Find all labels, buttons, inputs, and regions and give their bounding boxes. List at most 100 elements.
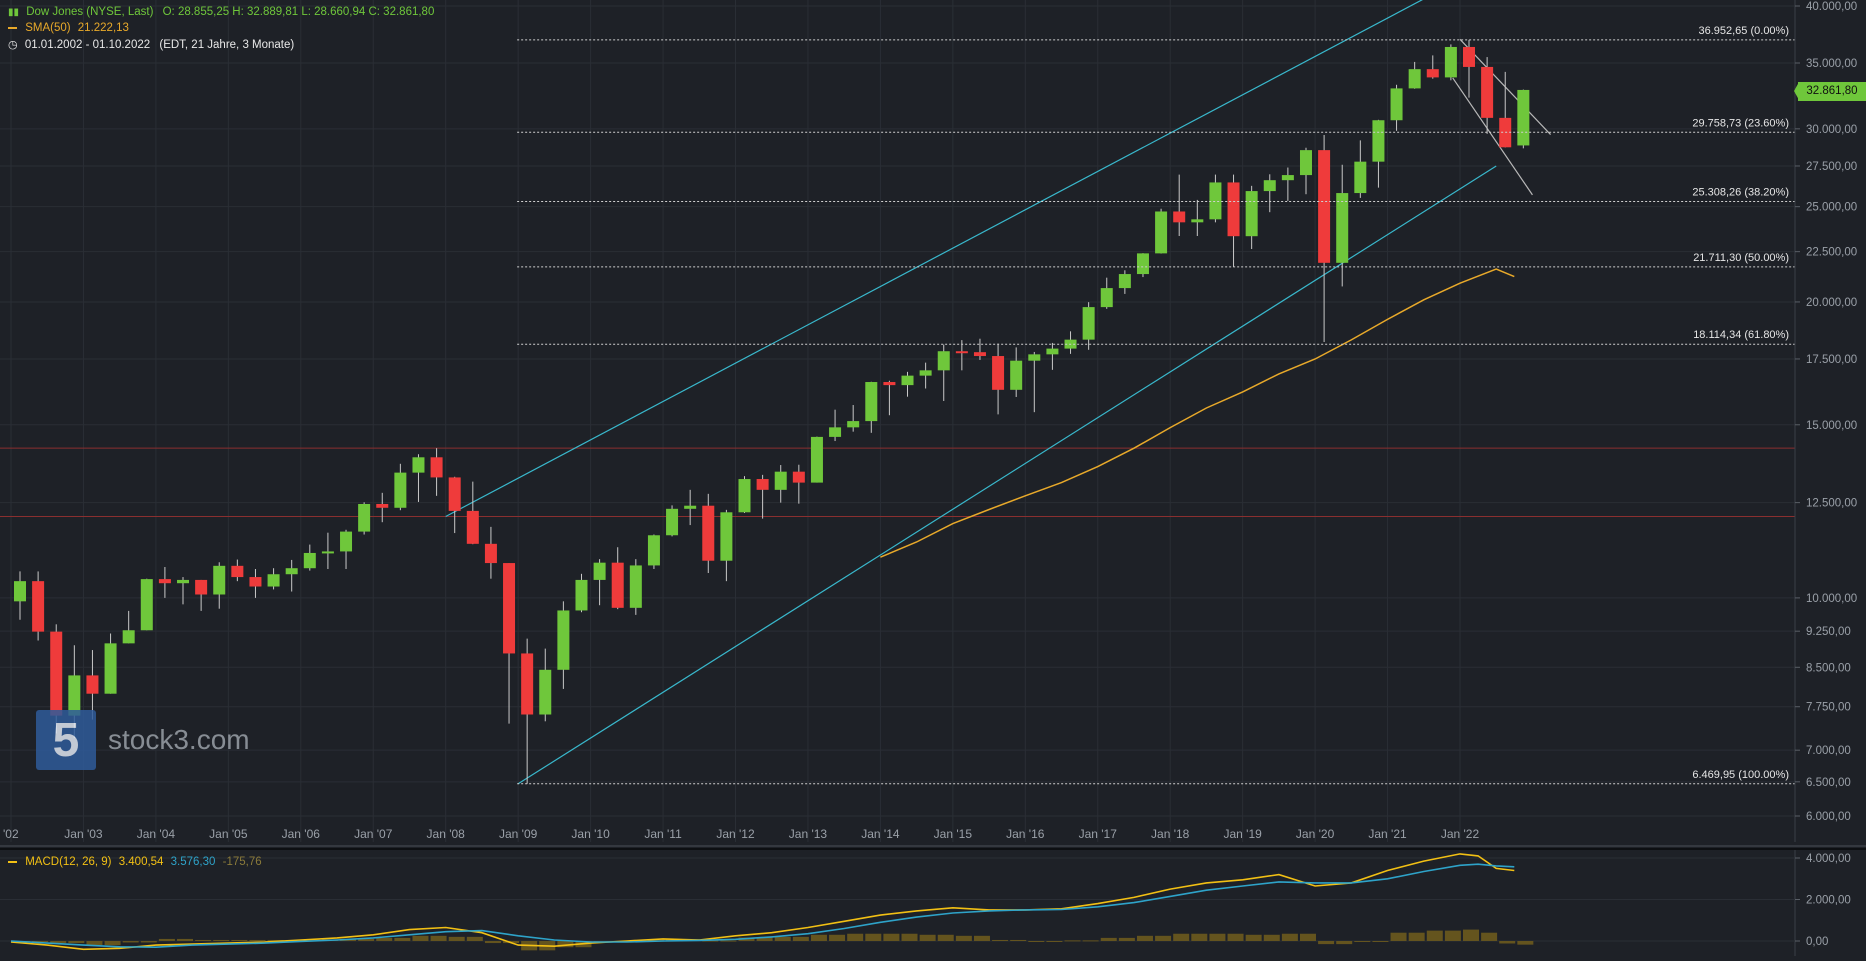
sma-legend[interactable]: SMA(50) 21.222,13 [8,22,129,34]
candle-up[interactable] [829,427,842,437]
candle-up[interactable] [1209,182,1222,220]
macd-histogram-bar [177,938,194,941]
candle-up[interactable] [738,479,751,513]
candle-up[interactable] [539,669,552,715]
candle-up[interactable] [575,579,588,611]
candle-up[interactable] [629,565,642,608]
candle-down[interactable] [1463,46,1475,67]
candle-up[interactable] [557,610,570,670]
candle-up[interactable] [593,562,606,580]
candle-up[interactable] [1336,193,1349,263]
candle-up[interactable] [177,579,190,584]
candle-down[interactable] [195,579,208,595]
candle-down[interactable] [521,653,534,715]
candle-up[interactable] [1245,191,1258,237]
candle-up[interactable] [1354,161,1367,194]
macd-legend[interactable]: MACD(12, 26, 9) 3.400,54 3.576,30 -175,7… [8,856,262,868]
candle-down[interactable] [86,675,99,694]
candle-up[interactable] [1191,219,1204,223]
macd-histogram-bar [992,939,1009,941]
candle-down[interactable] [1318,150,1331,263]
price-tick-label: 8.500,00 [1806,662,1851,674]
candle-down[interactable] [1173,211,1186,223]
candle-up[interactable] [394,472,407,508]
candle-down[interactable] [1426,69,1439,78]
candle-up[interactable] [213,565,226,595]
candle-down[interactable] [249,577,262,587]
candle-up[interactable] [810,436,823,483]
candle-up[interactable] [774,471,787,490]
price-tick-label: 10.000,00 [1806,593,1857,605]
candle-up[interactable] [412,457,425,473]
candle-up[interactable] [1444,46,1457,78]
candle-up[interactable] [140,579,153,631]
candle-up[interactable] [1263,180,1276,192]
candle-up[interactable] [865,382,878,422]
candle-down[interactable] [792,471,805,483]
candle-down[interactable] [702,505,715,561]
candle-up[interactable] [285,568,298,575]
macd-value: 3.400,54 [118,856,164,868]
candle-down[interactable] [1481,66,1494,118]
candle-up[interactable] [1281,175,1294,181]
candle-down[interactable] [376,503,389,508]
macd-histogram-bar [901,933,918,941]
candle-up[interactable] [1299,150,1312,176]
candle-up[interactable] [1082,307,1095,340]
candle-up[interactable] [684,505,697,509]
candle-down[interactable] [992,356,1005,390]
macd-histogram-bar [1028,941,1045,942]
candle-down[interactable] [973,352,986,357]
candle-up[interactable] [720,512,733,561]
candle-up[interactable] [1118,274,1131,289]
candle-up[interactable] [919,370,932,376]
candle-up[interactable] [937,351,950,371]
candle-down[interactable] [158,579,171,584]
candle-down[interactable] [484,543,497,564]
candle-up[interactable] [14,581,26,602]
candle-up[interactable] [847,421,860,428]
candle-up[interactable] [1372,120,1385,162]
candle-up[interactable] [1136,253,1149,275]
last-price-badge: 32.861,80 [1798,82,1866,101]
candle-up[interactable] [122,630,135,644]
macd-histogram-bar [1136,935,1153,941]
candle-down[interactable] [756,479,769,490]
candle-down[interactable] [231,565,244,578]
candle-down[interactable] [430,457,443,478]
candle-up[interactable] [303,552,316,569]
macd-histogram-bar [883,933,900,941]
candle-up[interactable] [267,574,280,587]
candle-up[interactable] [647,535,660,566]
candle-up[interactable] [68,675,81,716]
macd-histogram-bar [1408,932,1425,941]
candle-down[interactable] [611,562,624,608]
candle-down[interactable] [466,510,479,544]
candle-down[interactable] [32,581,45,632]
candle-up[interactable] [1010,360,1023,390]
candle-up[interactable] [321,551,334,554]
candle-down[interactable] [883,382,896,386]
candle-down[interactable] [448,477,461,511]
time-tick-label: Jan '07 [354,827,393,841]
candle-down[interactable] [503,563,516,654]
candle-down[interactable] [50,631,63,716]
candle-up[interactable] [1155,211,1168,254]
candle-up[interactable] [104,643,117,694]
candle-up[interactable] [358,503,371,532]
candle-up[interactable] [1390,88,1403,121]
candle-down[interactable] [955,351,968,354]
candle-up[interactable] [1517,89,1530,146]
candle-up[interactable] [1046,348,1059,355]
macd-histogram-bar [774,936,791,941]
candle-up[interactable] [1408,69,1421,89]
time-tick-label: Jan '17 [1079,827,1118,841]
candle-up[interactable] [1028,354,1041,361]
candle-up[interactable] [666,508,679,536]
candle-up[interactable] [1100,288,1113,308]
candle-up[interactable] [340,531,353,552]
candle-down[interactable] [1227,182,1240,237]
macd-histogram-bar [792,936,809,941]
candle-up[interactable] [901,375,914,386]
